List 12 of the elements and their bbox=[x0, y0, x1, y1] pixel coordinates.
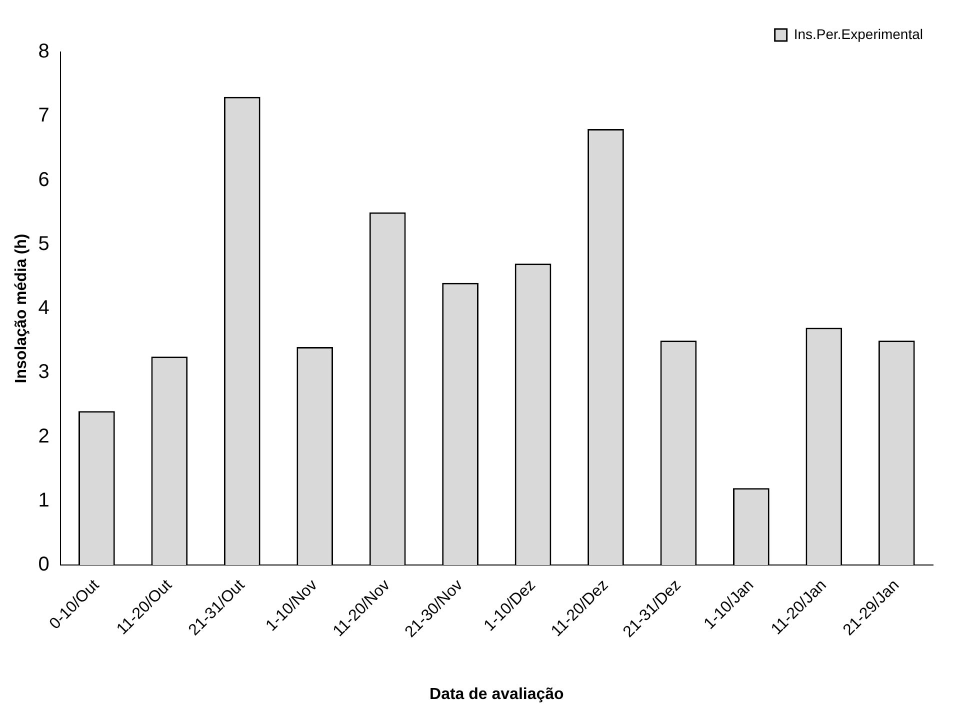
y-tick-label: 8 bbox=[38, 40, 50, 63]
y-tick-label: 5 bbox=[38, 232, 50, 255]
x-axis-title: Data de avaliação bbox=[430, 686, 564, 703]
y-axis-title: Insolação média (h) bbox=[13, 234, 30, 384]
y-tick-label: 2 bbox=[38, 425, 50, 448]
y-tick-label: 0 bbox=[38, 554, 50, 576]
y-tick-label: 7 bbox=[38, 104, 50, 127]
legend-label: Ins.Per.Experimental bbox=[794, 26, 923, 42]
y-tick-label: 6 bbox=[38, 168, 50, 191]
y-tick-label: 3 bbox=[38, 361, 50, 384]
y-tick-label: 4 bbox=[38, 297, 50, 320]
y-tick-label: 1 bbox=[38, 489, 50, 512]
